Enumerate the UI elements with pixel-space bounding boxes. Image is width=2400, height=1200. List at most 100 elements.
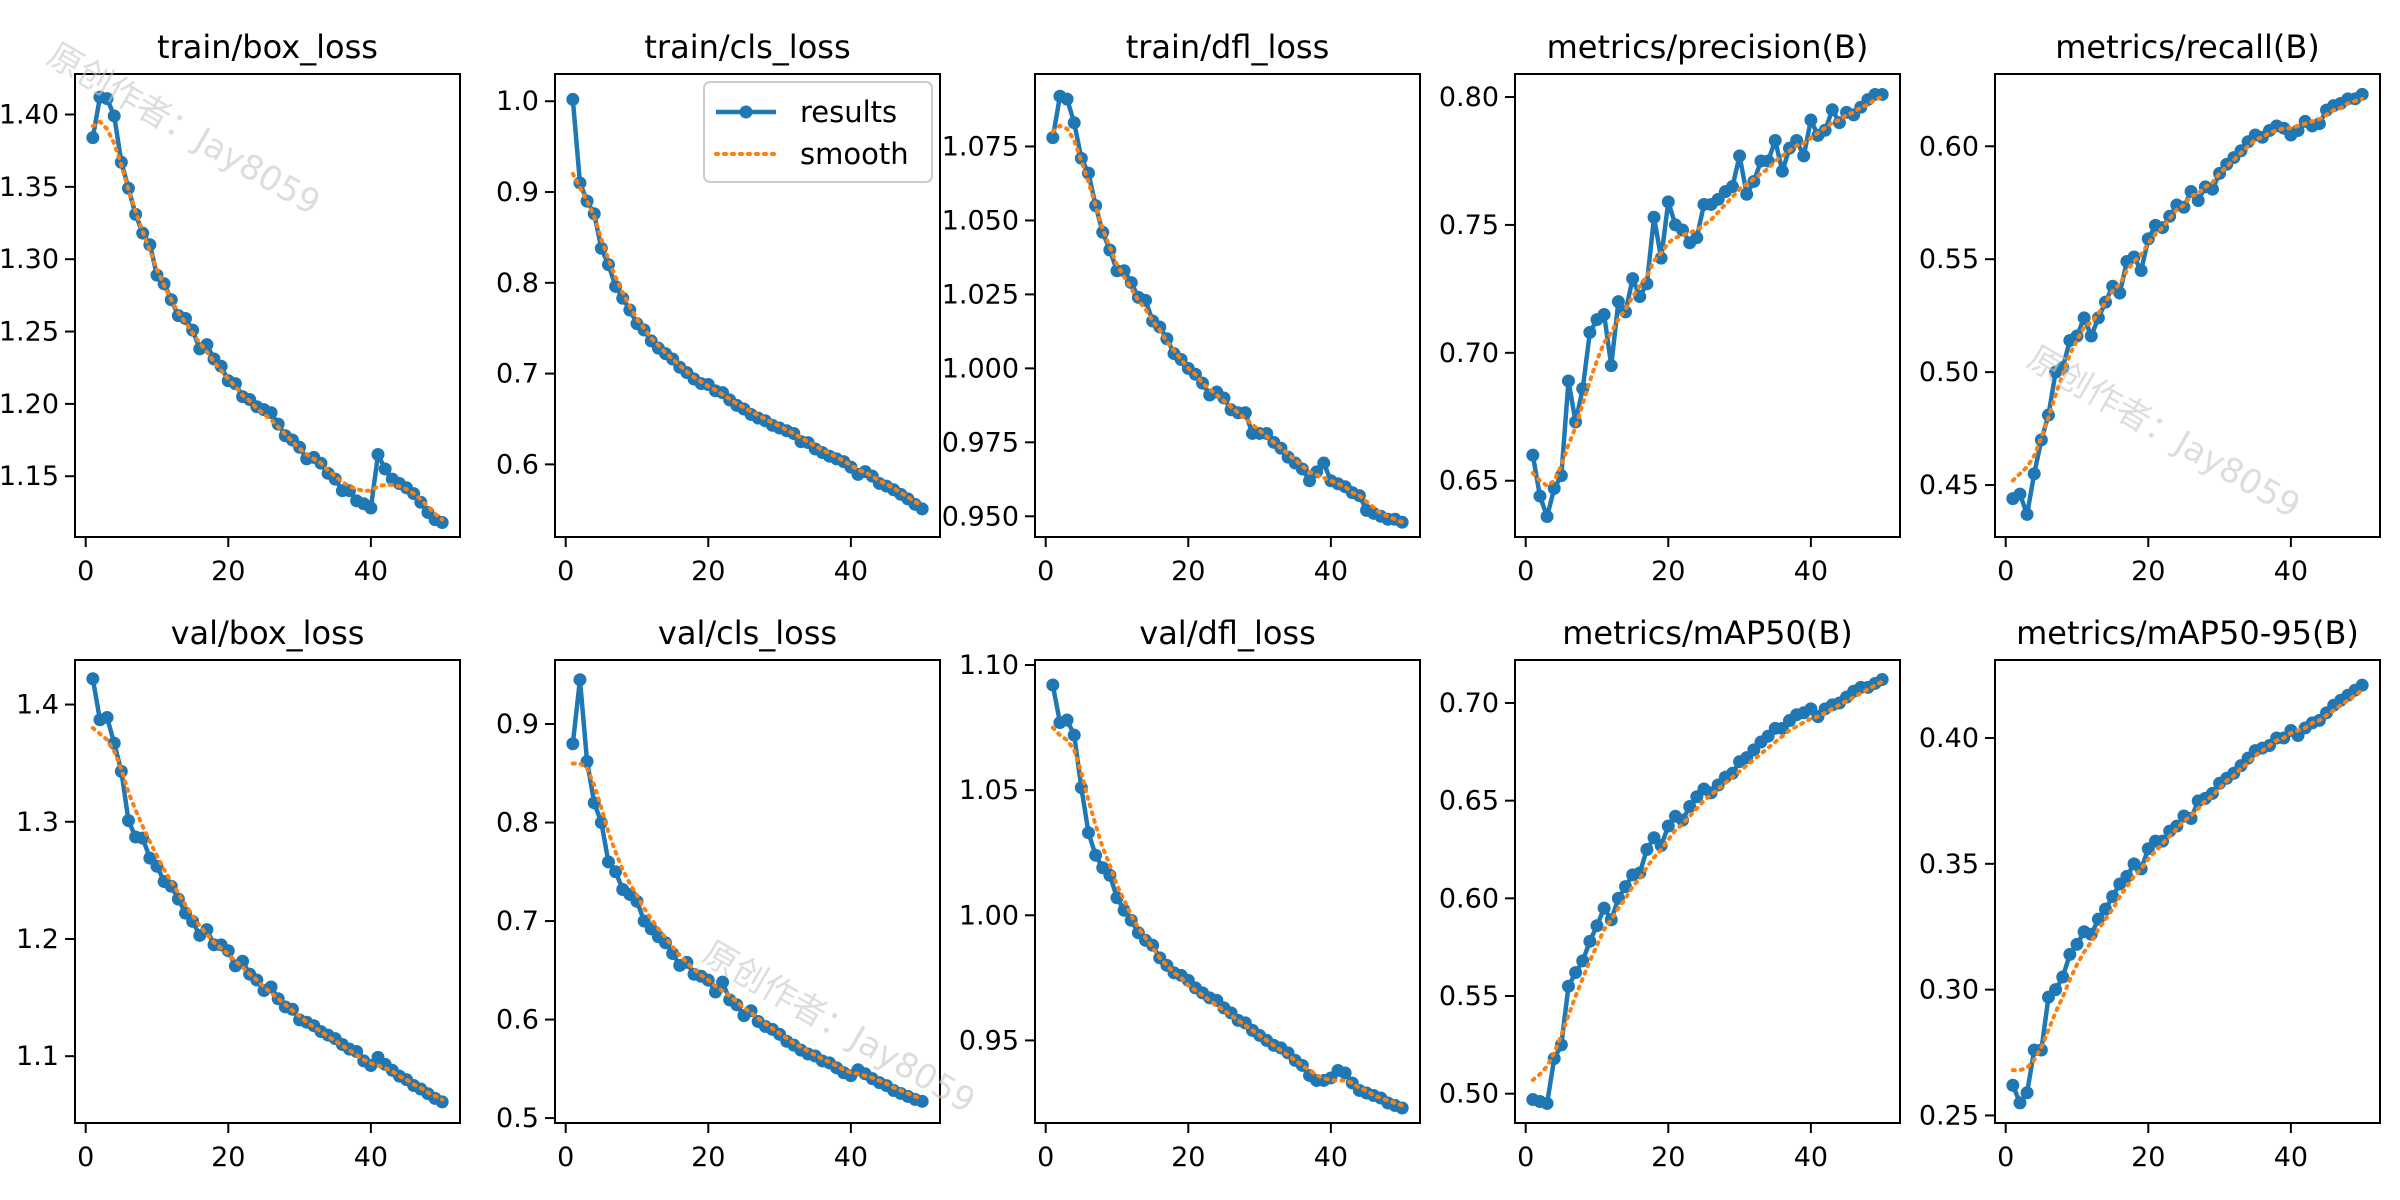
panel-metrics-recall-b: metrics/recall(B) 0 20 40 0.45 0.50 0.55 0.60 [1919,28,2381,587]
data-point [1081,166,1095,180]
data-point [1067,728,1081,742]
data-point [1725,766,1739,780]
y-tick-label: 1.30 [0,244,59,275]
panel-val-cls-loss: val/cls_loss 0 20 40 0.5 0.6 0.7 0.8 0.9 [496,614,941,1173]
plot-frame [74,73,461,538]
y-tick-label: 0.55 [1439,981,1499,1012]
panel-metrics-map50-95-b: metrics/mAP50-95(B) 0 20 40 0.25 0.30 0.35 0.40 [1919,614,2381,1173]
data-point [364,501,378,515]
data-point [1640,843,1654,856]
x-tick-label: 40 [354,556,388,587]
data-point [2049,983,2063,997]
data-point [1597,901,1611,915]
data-point [1583,325,1597,339]
data-point [378,462,392,476]
y-tick-label: 1.15 [0,461,59,492]
x-tick-label: 0 [77,556,94,587]
y-tick-label: 0.80 [1439,82,1499,113]
x-tick-label: 40 [1314,556,1348,587]
y-tick-label: 0.95 [959,1025,1019,1056]
data-point [100,710,114,724]
series-line-smooth [2010,96,2365,483]
y-tick-label: 1.025 [942,279,1019,310]
data-point [1676,813,1690,827]
y-tick-label: 0.60 [1439,883,1499,914]
x-tick-label: 40 [834,556,868,587]
data-point [100,92,114,106]
data-point [1540,510,1554,524]
data-point [1569,966,1583,980]
y-tick-label: 0.5 [496,1103,539,1134]
series-line-smooth [1050,123,1405,525]
data-point [1775,164,1789,178]
y-tick-label: 0.30 [1919,975,1979,1006]
x-tick-label: 0 [1037,1142,1054,1173]
data-point [1060,713,1074,727]
x-tick-label: 0 [1997,1142,2014,1173]
x-tick-label: 40 [1794,1142,1828,1173]
x-tick-label: 20 [211,1142,245,1173]
data-point [1626,272,1640,286]
y-tick-label: 0.75 [1439,210,1499,241]
plot-frame [1034,659,1421,1124]
x-tick-label: 40 [1794,556,1828,587]
data-point [2141,232,2155,246]
data-point [435,1095,449,1109]
data-point [666,947,680,961]
x-tick-label: 0 [1997,556,2014,587]
panel-val-box-loss: val/box_loss 0 20 40 1.1 1.2 1.3 1.4 [16,614,461,1173]
data-point [594,816,608,830]
data-point [1790,134,1804,148]
data-point [1661,195,1675,209]
data-point [2056,970,2070,984]
data-point [107,109,121,123]
data-point [2120,869,2134,883]
y-tick-label: 0.55 [1919,244,1979,275]
data-point [1804,113,1818,127]
data-point [1818,123,1832,137]
y-tick-label: 1.05 [959,775,1019,806]
y-tick-label: 0.45 [1919,470,1979,501]
data-point [2134,263,2148,277]
data-point [221,944,235,958]
series-line-smooth [570,171,925,509]
data-point [1561,979,1575,993]
data-point [228,377,242,391]
x-tick-label: 40 [1314,1142,1348,1173]
y-tick-label: 0.25 [1919,1100,1979,1131]
y-tick-label: 0.9 [496,177,539,208]
data-point [1647,210,1661,224]
plot-frame [554,659,941,1124]
y-tick-label: 0.70 [1439,688,1499,719]
chart-title: train/cls_loss [644,28,850,66]
data-point [566,92,580,106]
chart-title: val/cls_loss [658,614,837,652]
panel-train-box-loss: train/box_loss 0 20 40 1.15 1.20 1.25 1.30 1.35 1… [0,28,461,587]
data-point [2084,329,2098,343]
data-point [214,359,228,373]
data-point [1295,462,1309,476]
data-point [2006,1078,2020,1092]
chart-title: val/dfl_loss [1139,614,1316,652]
data-point [1690,231,1704,245]
y-tick-label: 1.25 [0,317,59,348]
x-tick-label: 0 [1037,556,1054,587]
data-point [1654,251,1668,265]
y-tick-label: 1.0 [496,86,539,117]
data-point [1217,391,1231,405]
x-tick-label: 20 [211,556,245,587]
y-tick-label: 0.50 [1439,1079,1499,1110]
data-point [1117,264,1131,278]
plot-frame [1514,659,1901,1124]
y-tick-label: 0.6 [496,1005,539,1036]
data-point [2091,311,2105,325]
data-point [594,241,608,255]
x-tick-label: 0 [557,1142,574,1173]
y-tick-label: 0.7 [496,906,539,937]
data-point [2027,467,2041,481]
plot-frame [1994,659,2381,1124]
x-tick-label: 40 [834,1142,868,1173]
data-point [915,502,929,516]
